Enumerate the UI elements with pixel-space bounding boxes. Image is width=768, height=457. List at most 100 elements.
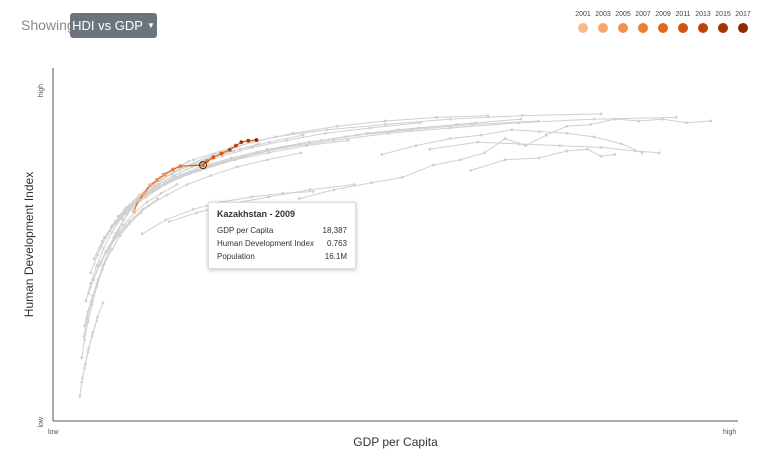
legend-item[interactable]: 2013 [693, 10, 713, 33]
country-point [589, 123, 593, 126]
country-point [96, 315, 99, 319]
country-point [479, 133, 483, 137]
country-point [298, 197, 301, 201]
legend-year-dot [578, 23, 588, 33]
legend-year-dot [698, 23, 708, 33]
country-point [132, 216, 136, 220]
country-point [220, 154, 224, 158]
country-point [159, 191, 163, 195]
country-line [81, 207, 133, 358]
country-point [119, 230, 123, 234]
legend-item[interactable]: 2005 [613, 10, 633, 33]
country-point [299, 151, 303, 155]
country-point [613, 153, 617, 156]
legend-year-label: 2001 [575, 11, 591, 18]
country-point [91, 331, 95, 335]
country-point [332, 188, 336, 192]
country-point [297, 142, 301, 146]
highlight-point [155, 178, 160, 182]
country-point [110, 248, 114, 252]
country-point [657, 151, 661, 155]
country-point [486, 114, 490, 118]
country-point [396, 128, 400, 132]
country-point [163, 181, 167, 185]
highlight-point [131, 209, 136, 213]
highlight-point [239, 140, 244, 145]
country-point [661, 117, 665, 121]
country-point [274, 135, 278, 139]
country-point [565, 131, 569, 135]
country-point [592, 135, 596, 139]
country-point [83, 324, 86, 328]
tooltip-row: GDP per Capita 18,387 [217, 226, 347, 239]
country-point [116, 218, 120, 222]
country-point [435, 116, 438, 119]
country-point [344, 135, 347, 139]
country-point [99, 260, 103, 264]
legend-year-dot [678, 23, 688, 33]
tooltip-row-label: GDP per Capita [217, 226, 274, 235]
country-point [123, 207, 127, 211]
legend-item[interactable]: 2011 [673, 10, 693, 33]
country-point [83, 338, 86, 342]
country-point [96, 253, 99, 257]
country-point [640, 151, 644, 155]
country-point [250, 195, 254, 199]
tooltip-row-value: 0.763 [326, 239, 347, 248]
country-point [305, 144, 308, 148]
country-point [353, 183, 356, 186]
country-point [448, 117, 452, 121]
country-point [520, 114, 524, 118]
country-point [80, 356, 84, 359]
country-point [370, 181, 373, 185]
country-point [517, 142, 521, 146]
country-point [87, 292, 91, 296]
legend-item[interactable]: 2001 [573, 10, 593, 33]
country-line [162, 113, 602, 175]
legend-item[interactable]: 2003 [593, 10, 613, 33]
country-point [98, 246, 101, 250]
country-point [195, 211, 199, 215]
legend-year-label: 2003 [595, 11, 611, 18]
highlight-point [211, 155, 216, 160]
country-point [89, 271, 93, 275]
country-point [383, 123, 387, 126]
country-point [91, 294, 95, 298]
country-point [238, 147, 242, 151]
highlight-point [219, 151, 224, 156]
country-point [455, 123, 458, 126]
country-point [137, 193, 141, 197]
view-dropdown-button[interactable]: HDI vs GDP ▼ [70, 13, 157, 38]
country-point [164, 218, 168, 222]
country-point [428, 147, 432, 151]
country-point [537, 156, 541, 160]
legend-item[interactable]: 2007 [633, 10, 653, 33]
tooltip-row: Population 16.1M [217, 252, 347, 265]
country-point [185, 183, 189, 186]
chart-axes [52, 68, 738, 422]
y-tick-label-high: high [38, 84, 45, 97]
country-point [86, 310, 90, 313]
country-point [311, 190, 315, 193]
country-point [368, 126, 372, 130]
legend-year-dot [718, 23, 728, 33]
country-point [470, 123, 474, 126]
tooltip-row: Human Development Index 0.763 [217, 239, 347, 252]
country-point [324, 131, 328, 135]
country-point [80, 380, 84, 384]
selected-point-ring [199, 161, 208, 170]
country-point [387, 131, 391, 135]
legend-item[interactable]: 2015 [713, 10, 733, 33]
country-point [101, 301, 105, 305]
country-point [256, 151, 260, 155]
year-legend: 2001 2003 2005 2007 2009 2011 2013 2015 2017 [573, 10, 753, 34]
legend-item[interactable]: 2009 [653, 10, 673, 33]
legend-item[interactable]: 2017 [733, 10, 753, 33]
country-point [96, 278, 100, 282]
tooltip-row-value: 18,387 [322, 226, 347, 235]
country-point [92, 257, 96, 261]
highlight-point [201, 163, 205, 167]
x-tick-label-low: low [48, 429, 59, 436]
country-point [192, 207, 195, 211]
highlight-point [178, 164, 183, 169]
